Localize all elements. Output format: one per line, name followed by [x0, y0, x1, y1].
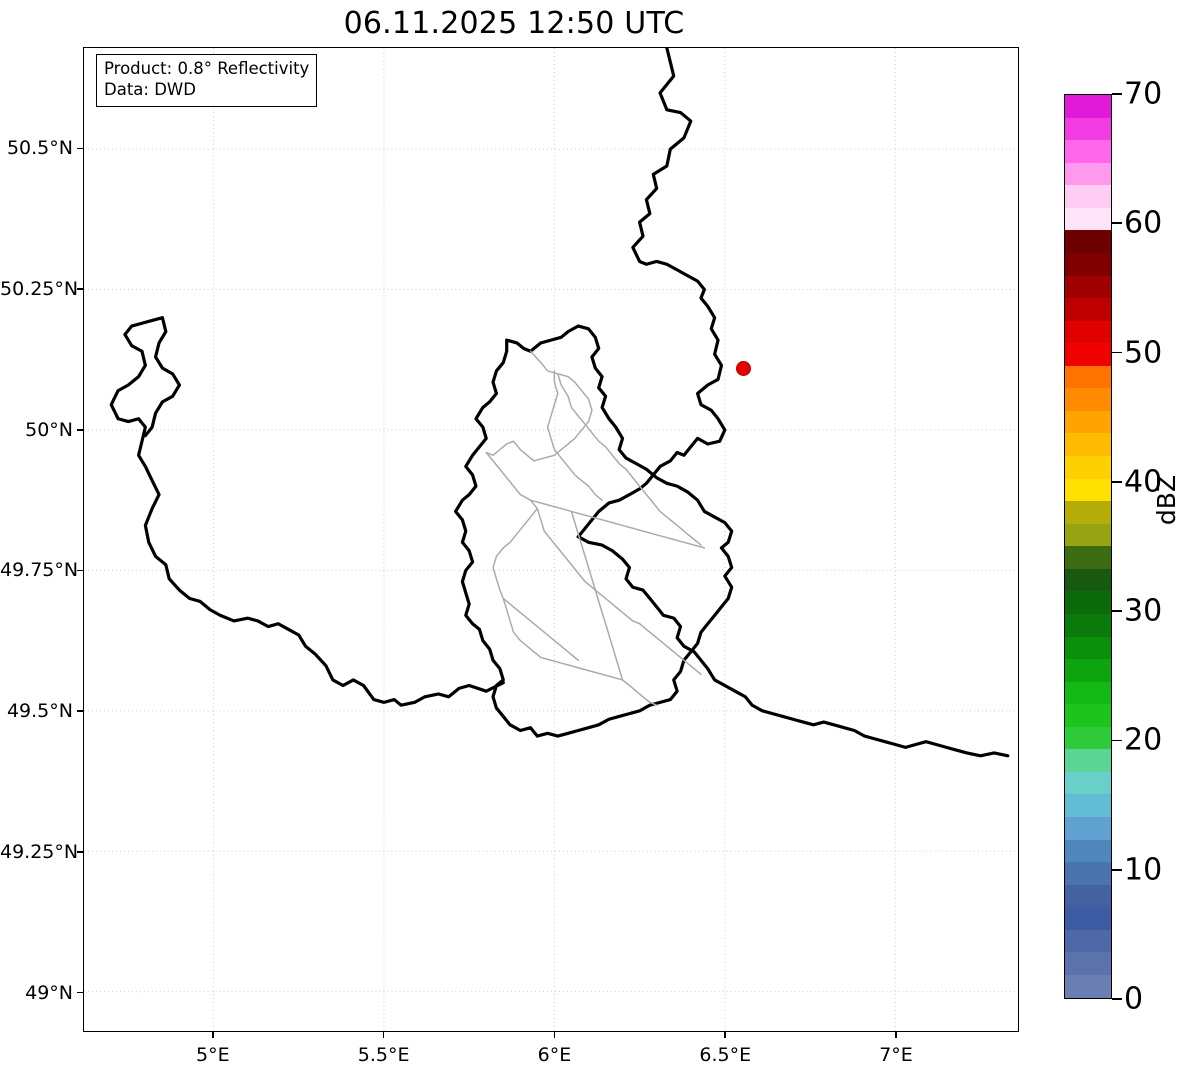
colorbar-band	[1065, 591, 1111, 614]
x-axis-tick-label: 7°E	[879, 1044, 913, 1066]
colorbar-band	[1065, 252, 1111, 276]
axis-tick-mark	[212, 1032, 214, 1038]
colorbar-band	[1065, 771, 1111, 795]
colorbar-tick	[1112, 998, 1122, 1000]
colorbar-tick-label: 0	[1124, 981, 1144, 1017]
colorbar-band	[1065, 817, 1111, 840]
colorbar-tick-label: 30	[1124, 593, 1163, 629]
map-vector-layers	[84, 48, 1018, 1031]
map-borders	[109, 48, 1010, 758]
colorbar-band	[1065, 365, 1111, 389]
colorbar-tick	[1112, 222, 1122, 225]
x-axis-tick-label: 6°E	[537, 1044, 572, 1066]
colorbar-band	[1065, 794, 1111, 817]
colorbar-axis-label: dBZ	[1152, 474, 1181, 526]
y-axis-tick-label: 49°N	[25, 981, 73, 1004]
colorbar-band	[1065, 636, 1111, 660]
y-axis-tick-label: 50.5°N	[6, 137, 73, 160]
colorbar-tick	[1112, 481, 1122, 483]
y-axis-tick-label: 49.75°N	[0, 559, 79, 582]
colorbar-band	[1065, 862, 1111, 885]
axis-tick-mark	[77, 288, 83, 290]
colorbar-band	[1065, 117, 1111, 141]
colorbar-band	[1065, 929, 1111, 953]
colorbar-band	[1065, 298, 1111, 321]
y-axis-tick-label: 49.25°N	[0, 840, 79, 863]
axis-tick-mark	[77, 569, 83, 572]
colorbar-band	[1065, 681, 1111, 705]
colorbar-band	[1065, 749, 1111, 772]
axis-tick-mark	[77, 851, 83, 853]
axis-tick-mark	[553, 1032, 556, 1038]
x-axis-tick-label: 6.5°E	[699, 1044, 752, 1066]
colorbar-band	[1065, 140, 1111, 163]
colorbar-tick-label: 60	[1124, 205, 1163, 241]
colorbar-band	[1065, 185, 1111, 208]
colorbar-band	[1065, 320, 1111, 344]
figure-title: 06.11.2025 12:50 UTC	[343, 6, 685, 41]
colorbar-band	[1065, 275, 1111, 299]
colorbar-band	[1065, 230, 1111, 253]
colorbar-band	[1065, 162, 1111, 186]
colorbar-tick	[1112, 739, 1122, 742]
y-axis-tick-label: 50°N	[25, 418, 73, 441]
product-info-line-product: Product: 0.8° Reflectivity	[104, 59, 310, 78]
colorbar-tick	[1112, 868, 1122, 871]
axis-tick-mark	[724, 1032, 726, 1038]
colorbar[interactable]	[1064, 94, 1112, 999]
product-info-box: Product: 0.8° Reflectivity Data: DWD	[96, 54, 318, 107]
colorbar-tick-label: 40	[1124, 464, 1163, 500]
x-axis-tick-label: 5.5°E	[357, 1044, 410, 1066]
colorbar-band	[1065, 704, 1111, 727]
colorbar-band	[1065, 456, 1111, 479]
colorbar-band	[1065, 343, 1111, 366]
colorbar-band	[1065, 907, 1111, 930]
colorbar-tick-label: 50	[1124, 335, 1163, 371]
y-axis-tick-label: 49.5°N	[6, 700, 73, 723]
product-info-line-data: Data: DWD	[104, 79, 196, 99]
colorbar-tick	[1112, 351, 1122, 354]
colorbar-band	[1065, 478, 1111, 502]
map-gridlines	[84, 48, 1018, 1031]
colorbar-band	[1065, 207, 1111, 231]
colorbar-band	[1065, 433, 1111, 456]
radar-site-marker[interactable]	[735, 361, 751, 377]
colorbar-band	[1065, 952, 1111, 975]
colorbar-band	[1065, 974, 1111, 998]
x-axis-tick-label: 5°E	[196, 1044, 230, 1066]
colorbar-band	[1065, 546, 1111, 569]
colorbar-band	[1065, 410, 1111, 434]
map-plot-area[interactable]	[83, 47, 1019, 1032]
colorbar-band	[1065, 568, 1111, 592]
axis-tick-mark	[895, 1032, 897, 1038]
colorbar-tick-label: 10	[1124, 852, 1163, 888]
colorbar-band	[1065, 388, 1111, 411]
colorbar-tick-label: 20	[1124, 722, 1163, 758]
colorbar-tick	[1112, 93, 1122, 95]
colorbar-band	[1065, 613, 1111, 637]
colorbar-band	[1065, 726, 1111, 750]
axis-tick-mark	[77, 710, 83, 712]
axis-tick-mark	[382, 1032, 385, 1038]
colorbar-band	[1065, 884, 1111, 908]
y-axis-tick-label: 50.25°N	[0, 278, 79, 301]
axis-tick-mark	[77, 428, 83, 431]
colorbar-band	[1065, 839, 1111, 863]
axis-tick-mark	[77, 991, 83, 994]
colorbar-band	[1065, 659, 1111, 682]
colorbar-band	[1065, 501, 1111, 524]
colorbar-tick	[1112, 610, 1122, 612]
axis-tick-mark	[77, 147, 83, 150]
colorbar-tick-label: 70	[1124, 76, 1163, 112]
colorbar-band	[1065, 523, 1111, 547]
colorbar-band	[1065, 95, 1111, 118]
